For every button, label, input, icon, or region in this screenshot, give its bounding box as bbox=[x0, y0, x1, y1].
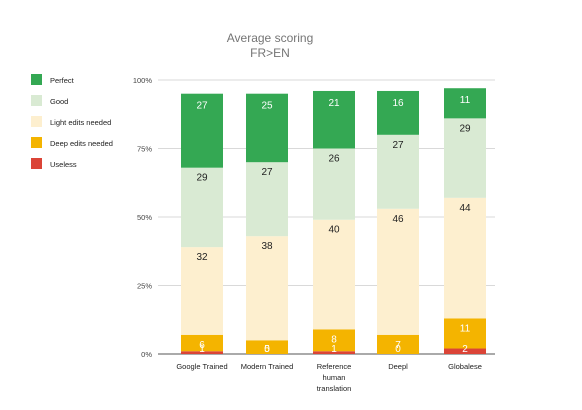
bar-segment bbox=[313, 329, 355, 352]
bar-segment bbox=[181, 167, 223, 248]
data-label: 32 bbox=[196, 252, 208, 263]
data-label: 0 bbox=[264, 344, 270, 355]
data-labels: 1632292705382725184026210746271621144291… bbox=[196, 95, 471, 355]
bar-segment bbox=[444, 318, 486, 349]
chart-title: Average scoring bbox=[227, 31, 314, 45]
bar-segment bbox=[181, 351, 223, 354]
bar-segment bbox=[246, 162, 288, 237]
legend-swatch bbox=[31, 74, 42, 85]
data-label: 25 bbox=[261, 101, 273, 112]
bar-segment bbox=[444, 118, 486, 198]
data-label: 46 bbox=[392, 214, 404, 225]
legend-label: Perfect bbox=[50, 76, 75, 85]
category-label: Globalese bbox=[448, 362, 482, 371]
data-label: 44 bbox=[459, 203, 471, 214]
category-label: Google Trained bbox=[176, 362, 227, 371]
data-label: 6 bbox=[199, 340, 205, 351]
y-tick-label: 75% bbox=[137, 145, 152, 154]
bar-segment bbox=[377, 134, 419, 209]
bar-segment bbox=[181, 93, 223, 168]
data-label: 7 bbox=[395, 340, 401, 351]
bar-segment bbox=[444, 197, 486, 319]
category-label: translation bbox=[317, 384, 352, 393]
category-label: Reference bbox=[317, 362, 352, 371]
category-label: human bbox=[323, 373, 346, 382]
legend-swatch bbox=[31, 116, 42, 127]
data-label: 11 bbox=[460, 95, 471, 106]
legend-swatch bbox=[31, 137, 42, 148]
data-label: 29 bbox=[196, 173, 208, 184]
chart-subtitle: FR>EN bbox=[250, 46, 290, 60]
bars bbox=[181, 88, 486, 354]
category-label: Modern Trained bbox=[241, 362, 294, 371]
legend-swatch bbox=[31, 95, 42, 106]
data-label: 1 bbox=[199, 344, 205, 355]
data-label: 11 bbox=[460, 323, 471, 334]
bar-segment bbox=[444, 348, 486, 354]
bar-segment bbox=[313, 351, 355, 354]
bar-segment bbox=[444, 88, 486, 119]
data-label: 2 bbox=[462, 344, 468, 355]
bar-segment bbox=[377, 208, 419, 335]
bar-segment bbox=[246, 93, 288, 163]
data-label: 8 bbox=[331, 334, 337, 345]
data-label: 26 bbox=[328, 154, 340, 165]
data-label: 27 bbox=[196, 101, 208, 112]
data-label: 40 bbox=[328, 225, 340, 236]
bar-segment bbox=[181, 334, 223, 352]
y-tick-label: 100% bbox=[133, 76, 153, 85]
bar-segment bbox=[246, 340, 288, 354]
data-label: 21 bbox=[328, 98, 340, 109]
legend-label: Deep edits needed bbox=[50, 139, 113, 148]
y-tick-label: 50% bbox=[137, 213, 152, 222]
bar-segment bbox=[313, 148, 355, 220]
data-label: 16 bbox=[392, 98, 404, 109]
legend-label: Good bbox=[50, 97, 68, 106]
data-label: 5 bbox=[264, 344, 270, 355]
legend-label: Light edits needed bbox=[50, 118, 111, 127]
data-label: 27 bbox=[392, 140, 404, 151]
bar-segment bbox=[377, 90, 419, 135]
bar-segment bbox=[181, 247, 223, 335]
data-label: 27 bbox=[261, 167, 273, 178]
y-tick-label: 0% bbox=[141, 350, 152, 359]
legend-label: Useless bbox=[50, 160, 77, 169]
data-label: 38 bbox=[261, 241, 273, 252]
category-labels: Google Trained Modern Trained Reference hum… bbox=[176, 362, 482, 393]
bar-segment bbox=[313, 90, 355, 149]
category-label: Deepl bbox=[388, 362, 408, 371]
legend: Perfect Good Light edits needed Deep edits … bbox=[31, 74, 113, 169]
data-label: 0 bbox=[395, 344, 401, 355]
bar-segment bbox=[313, 219, 355, 330]
bar-segment bbox=[246, 236, 288, 341]
legend-swatch bbox=[31, 158, 42, 169]
data-label: 29 bbox=[459, 123, 471, 134]
data-label: 1 bbox=[331, 344, 337, 355]
y-tick-label: 25% bbox=[137, 282, 152, 291]
bar-segment bbox=[377, 334, 419, 354]
